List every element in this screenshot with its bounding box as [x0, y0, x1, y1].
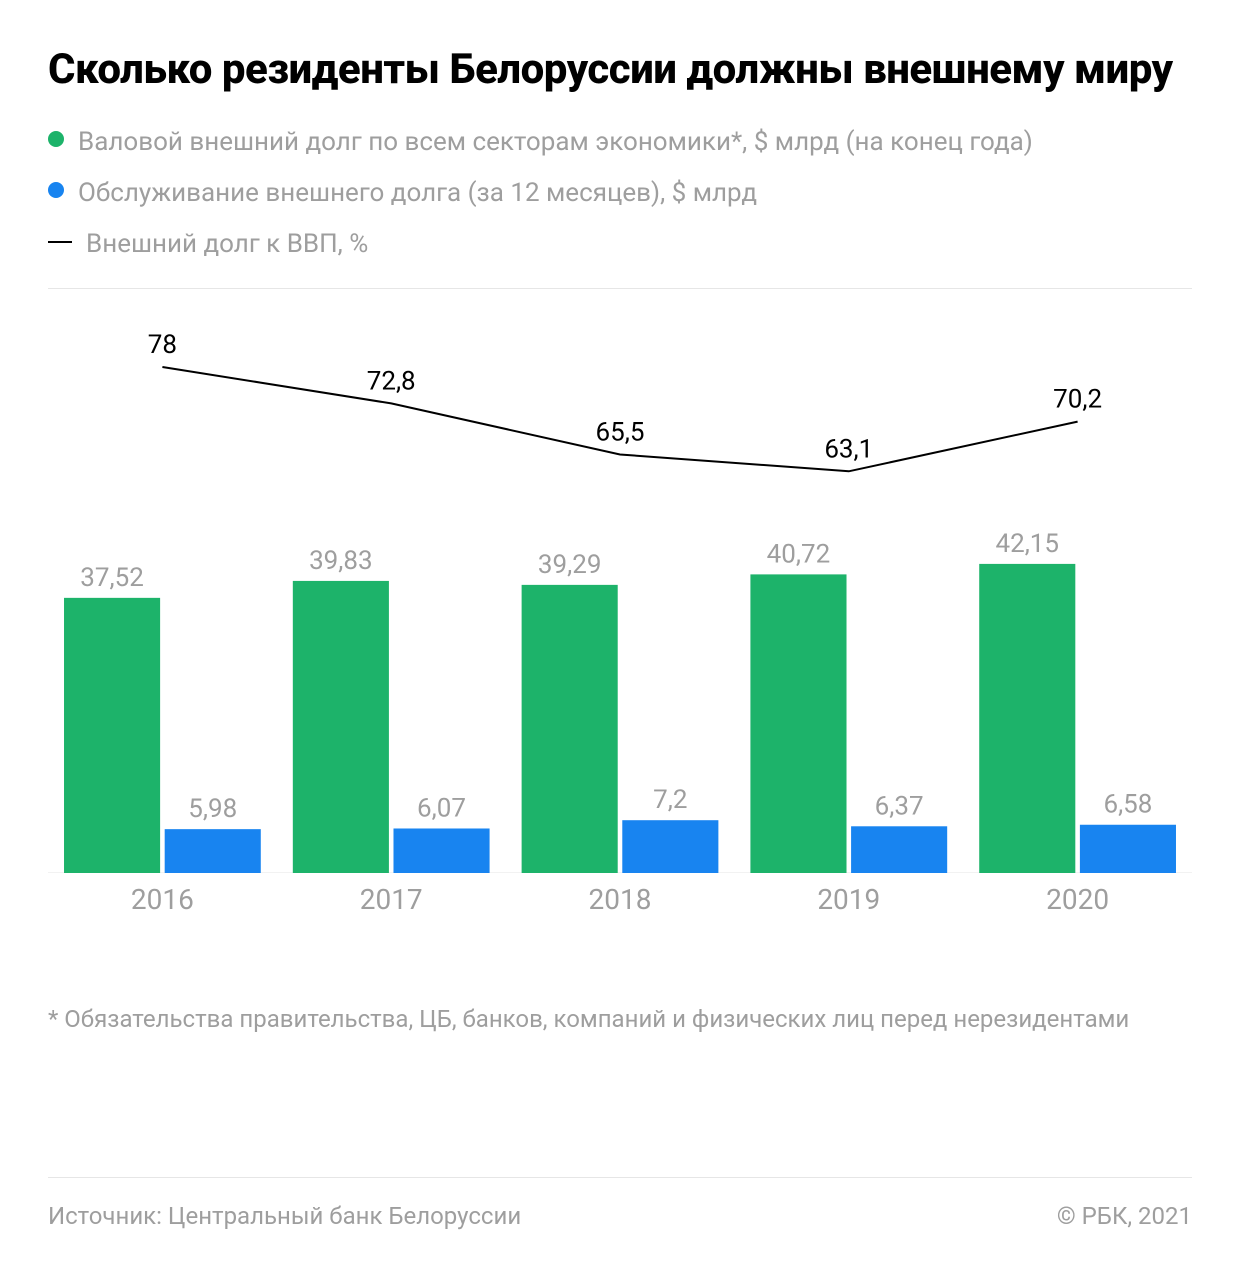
bar-series1	[979, 564, 1075, 873]
legend-item-series3: Внешний долг к ВВП, %	[48, 227, 1192, 262]
divider	[48, 288, 1192, 289]
bar-series1	[522, 585, 618, 873]
chart-card: Сколько резиденты Белоруссии должны внеш…	[0, 0, 1240, 1274]
bar-label-series1: 39,29	[538, 550, 602, 580]
bar-label-series2: 7,2	[653, 785, 687, 815]
bar-label-series2: 6,07	[417, 793, 466, 823]
footer: Источник: Центральный банк Белоруссии © …	[48, 1177, 1192, 1230]
x-axis-label: 2017	[277, 883, 506, 916]
legend-label: Внешний долг к ВВП, %	[86, 227, 368, 262]
line-label-series3: 70,2	[1053, 384, 1102, 414]
bar-label-series2: 6,37	[875, 791, 924, 821]
bar-series1	[750, 574, 846, 873]
bar-label-series1: 39,83	[309, 546, 373, 576]
chart-svg: 37,52 5,98 39,83 6,07 39,29 7,2 40,72 6,37 42,15…	[48, 313, 1192, 873]
divider	[48, 1177, 1192, 1178]
bar-label-series1: 37,52	[80, 563, 144, 593]
legend-label: Валовой внешний долг по всем секторам эк…	[78, 125, 1033, 160]
x-axis: 20162017201820192020	[48, 883, 1192, 916]
footnote: * Обязательства правительства, ЦБ, банко…	[48, 1003, 1192, 1037]
x-axis-label: 2016	[48, 883, 277, 916]
bar-series2	[622, 820, 718, 873]
legend: Валовой внешний долг по всем секторам эк…	[48, 125, 1192, 262]
bar-label-series1: 42,15	[995, 529, 1059, 559]
bar-label-series2: 5,98	[188, 794, 237, 824]
line-label-series3: 65,5	[596, 417, 645, 447]
line-label-series3: 78	[148, 330, 177, 360]
bar-series1	[64, 598, 160, 873]
chart-title: Сколько резиденты Белоруссии должны внеш…	[48, 44, 1192, 97]
chart-area: 37,52 5,98 39,83 6,07 39,29 7,2 40,72 6,37 42,15…	[48, 313, 1192, 973]
legend-item-series1: Валовой внешний долг по всем секторам эк…	[48, 125, 1192, 160]
legend-item-series2: Обслуживание внешнего долга (за 12 месяц…	[48, 176, 1192, 211]
x-axis-label: 2020	[963, 883, 1192, 916]
bar-series2	[393, 828, 489, 873]
bar-series2	[165, 829, 261, 873]
legend-label: Обслуживание внешнего долга (за 12 месяц…	[78, 176, 757, 211]
x-axis-label: 2019	[734, 883, 963, 916]
bar-series1	[293, 581, 389, 873]
line-label-series3: 63,1	[824, 434, 873, 464]
line-label-series3: 72,8	[367, 366, 416, 396]
x-axis-label: 2018	[506, 883, 735, 916]
credit-text: © РБК, 2021	[1057, 1202, 1192, 1230]
bar-series2	[851, 826, 947, 873]
source-text: Источник: Центральный банк Белоруссии	[48, 1202, 521, 1230]
legend-line-icon	[48, 241, 72, 243]
legend-swatch-icon	[48, 131, 64, 147]
bar-label-series1: 40,72	[767, 539, 831, 569]
bar-series2	[1080, 825, 1176, 873]
bar-label-series2: 6,58	[1103, 790, 1152, 820]
legend-swatch-icon	[48, 182, 64, 198]
